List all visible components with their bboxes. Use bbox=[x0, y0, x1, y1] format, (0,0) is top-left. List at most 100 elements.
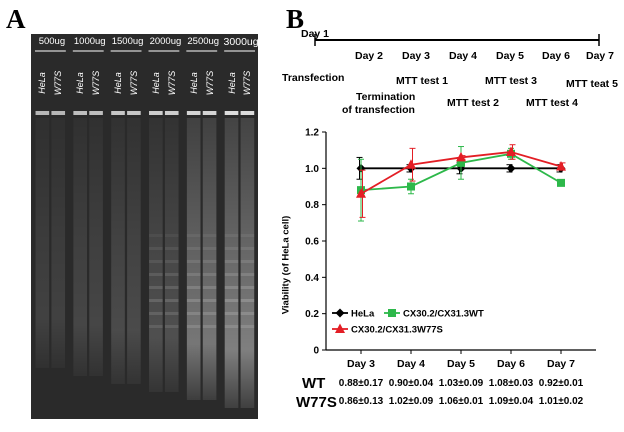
x-tick-label: Day 5 bbox=[447, 358, 475, 370]
gel-dna-smear bbox=[111, 118, 125, 384]
gel-ladder-rung bbox=[240, 234, 255, 237]
event-mtt-test-2: MTT test 2 bbox=[447, 97, 499, 109]
gel-ladder-rung bbox=[224, 234, 239, 237]
gel-ladder-rung bbox=[202, 260, 217, 263]
event-mtt-test-1: MTT test 1 bbox=[396, 75, 448, 87]
gel-amount-label: 1000ug bbox=[73, 36, 106, 47]
gel-ladder-rung bbox=[202, 286, 217, 289]
gel-ladder-rung bbox=[240, 247, 255, 250]
gel-ladder-rung bbox=[186, 312, 201, 315]
table-cell: 1.02±0.09 bbox=[388, 396, 434, 407]
data-point-cx30-2-cx31-3w77s bbox=[506, 146, 516, 156]
gel-ladder-rung bbox=[240, 312, 255, 315]
timeline-axis bbox=[314, 34, 600, 46]
table-row-label-wt: WT bbox=[302, 375, 326, 392]
gel-sample-label: HeLa bbox=[37, 72, 48, 94]
gel-electrophoresis-image bbox=[31, 34, 258, 419]
data-point-cx30-2-cx31-3w77s bbox=[406, 159, 416, 169]
gel-well-band bbox=[164, 111, 179, 115]
gel-ladder-rung bbox=[186, 325, 201, 328]
gel-sample-label: HeLa bbox=[226, 72, 237, 94]
gel-ladder-rung bbox=[224, 260, 239, 263]
panel-a-label: A bbox=[6, 4, 26, 34]
gel-well-band bbox=[240, 111, 255, 115]
gel-amount-label: 2500ug bbox=[187, 36, 220, 47]
gel-ladder-rung bbox=[164, 273, 179, 276]
gel-ladder-rung bbox=[186, 273, 201, 276]
gel-ladder-rung bbox=[202, 273, 217, 276]
table-cell: 0.90±0.04 bbox=[388, 378, 434, 389]
data-point-cx30-2-cx31-3w77s bbox=[556, 161, 566, 171]
gel-ladder-rung bbox=[224, 299, 239, 302]
table-cell: 1.08±0.03 bbox=[488, 378, 534, 389]
gel-ladder-rung bbox=[240, 325, 255, 328]
event-mtt-test-4: MTT test 4 bbox=[526, 97, 578, 109]
y-axis-label: Viability (of HeLa cell) bbox=[280, 215, 292, 315]
gel-well-band bbox=[202, 111, 217, 115]
event-mtt-test-3: MTT test 3 bbox=[485, 75, 537, 87]
gel-ladder-rung bbox=[186, 260, 201, 263]
gel-ladder-rung bbox=[202, 312, 217, 315]
data-point-cx30-2-cx31-3w77s bbox=[356, 188, 366, 198]
gel-ladder-rung bbox=[149, 234, 163, 237]
table-cell: 1.06±0.01 bbox=[438, 396, 484, 407]
table-row-label-w77s: W77S bbox=[296, 394, 337, 411]
gel-sample-label: W77S bbox=[91, 70, 102, 96]
gel-ladder-rung bbox=[202, 247, 217, 250]
gel-ladder-rung bbox=[240, 273, 255, 276]
legend-swatch-marker bbox=[388, 309, 396, 317]
gel-dna-smear bbox=[240, 118, 255, 408]
timeline-day-5: Day 5 bbox=[495, 50, 525, 62]
gel-ladder-rung bbox=[164, 286, 179, 289]
gel-sample-label: W77S bbox=[128, 70, 139, 96]
gel-ladder-rung bbox=[149, 312, 163, 315]
gel-amount-label: 500ug bbox=[38, 36, 66, 47]
gel-ladder-rung bbox=[186, 234, 201, 237]
y-tick-label: 0.2 bbox=[305, 309, 319, 320]
gel-ladder-rung bbox=[186, 247, 201, 250]
gel-amount-label: 1500ug bbox=[111, 36, 144, 47]
gel-dna-smear bbox=[51, 118, 66, 368]
panel-b-label: B bbox=[286, 4, 305, 34]
gel-dna-smear bbox=[35, 118, 50, 368]
gel-ladder-rung bbox=[164, 312, 179, 315]
gel-well-band bbox=[224, 111, 239, 115]
gel-ladder-rung bbox=[149, 325, 163, 328]
gel-ladder-rung bbox=[149, 299, 163, 302]
event-termination-line2: of transfection bbox=[342, 104, 415, 116]
gel-sample-label: HeLa bbox=[188, 72, 199, 94]
gel-well-band bbox=[73, 111, 87, 115]
gel-ladder-rung bbox=[224, 325, 239, 328]
legend-label: CX30.2/CX31.3W77S bbox=[351, 325, 443, 336]
gel-well-band bbox=[51, 111, 66, 115]
gel-well-band bbox=[186, 111, 201, 115]
data-point-cx30-2-cx31-3w77s bbox=[456, 151, 466, 162]
gel-sample-label: W77S bbox=[242, 70, 253, 96]
timeline-day-7: Day 7 bbox=[585, 50, 615, 62]
timeline-day-6: Day 6 bbox=[541, 50, 571, 62]
gel-ladder-rung bbox=[164, 260, 179, 263]
table-cell: 0.88±0.17 bbox=[338, 378, 384, 389]
y-tick-label: 0.4 bbox=[305, 273, 319, 284]
gel-well-band bbox=[127, 111, 141, 115]
gel-sample-label: W77S bbox=[204, 70, 215, 96]
data-point-cx30-2-cx31-3wt bbox=[457, 158, 465, 167]
gel-well-band bbox=[149, 111, 163, 115]
gel-dna-smear bbox=[149, 118, 163, 392]
gel-well-band bbox=[111, 111, 125, 115]
gel-ladder-rung bbox=[202, 299, 217, 302]
gel-ladder-rung bbox=[240, 286, 255, 289]
y-tick-label: 0.6 bbox=[305, 237, 319, 248]
timeline-day-2: Day 2 bbox=[354, 50, 384, 62]
gel-ladder-rung bbox=[164, 299, 179, 302]
gel-ladder-rung bbox=[240, 260, 255, 263]
event-mtt-test-5: MTT teat 5 bbox=[566, 78, 618, 90]
gel-ladder-rung bbox=[224, 312, 239, 315]
y-axis-label-wrap: Viability (of HeLa cell) bbox=[276, 190, 296, 340]
x-tick-label: Day 7 bbox=[547, 358, 575, 370]
y-tick-label: 1.2 bbox=[305, 128, 319, 139]
timeline-day-3: Day 3 bbox=[401, 50, 431, 62]
event-termination-line1: Termination bbox=[356, 91, 416, 103]
data-point-cx30-2-cx31-3wt bbox=[557, 178, 565, 187]
gel-dna-smear bbox=[73, 118, 87, 376]
